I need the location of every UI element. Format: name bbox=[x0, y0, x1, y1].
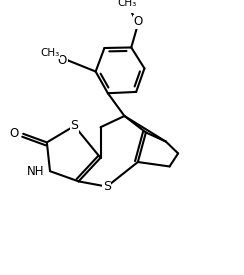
Text: S: S bbox=[103, 180, 111, 193]
Text: NH: NH bbox=[26, 165, 44, 178]
Text: O: O bbox=[58, 54, 67, 67]
Text: CH₃: CH₃ bbox=[41, 48, 60, 58]
Text: O: O bbox=[133, 15, 142, 28]
Text: CH₃: CH₃ bbox=[117, 0, 136, 8]
Text: S: S bbox=[71, 119, 78, 133]
Text: O: O bbox=[9, 127, 18, 140]
